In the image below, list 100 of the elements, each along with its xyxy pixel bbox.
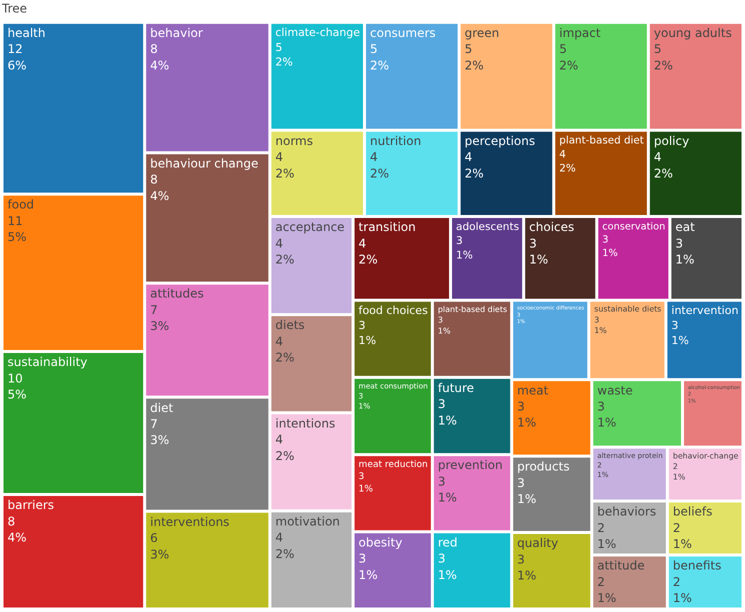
text: 1% (438, 490, 457, 505)
category-label: acceptance (275, 220, 345, 234)
text: 1% (672, 591, 692, 606)
category-label: impact (559, 26, 601, 40)
category-label: diet (150, 400, 174, 415)
category-label: products (517, 460, 570, 474)
text: 2% (275, 448, 294, 463)
text: 1% (675, 252, 694, 267)
data-label: 4 (275, 150, 284, 164)
data-label: 5 (559, 42, 567, 56)
category-label: benefits (672, 558, 722, 573)
data-label: 8 (8, 514, 16, 528)
category-label: motivation (275, 514, 340, 528)
text: 1% (671, 334, 689, 347)
category-label: intentions (275, 416, 336, 430)
data-label: 5 (370, 42, 378, 56)
category-label: behaviors (597, 504, 656, 519)
data-label: 4 (370, 150, 378, 164)
text: 3% (150, 547, 170, 562)
text: 4% (150, 188, 170, 203)
category-label: behavior (150, 26, 203, 40)
text: 1% (438, 413, 457, 428)
data-label: 3 (358, 318, 366, 332)
category-label: green (464, 26, 500, 40)
category-label: prevention (438, 458, 503, 472)
data-label: 6 (150, 531, 158, 546)
category-label: intervention (671, 304, 738, 318)
text: 2% (275, 546, 294, 561)
text: 1% (529, 252, 548, 267)
category-label: eat (675, 220, 696, 234)
text: 1% (672, 537, 692, 552)
data-label: 8 (150, 172, 158, 187)
category-label: food choices (358, 304, 428, 318)
data-label: 3 (517, 476, 525, 490)
category-label: transition (358, 220, 416, 234)
category-label: barriers (8, 498, 54, 512)
data-label: 4 (275, 432, 284, 447)
text: 1% (597, 591, 616, 606)
category-label: quality (517, 536, 558, 550)
category-label: beliefs (672, 504, 712, 519)
text: 2% (559, 58, 578, 72)
text: 1% (602, 248, 618, 259)
category-label: plant-based diet (559, 134, 644, 147)
category-label: norms (275, 134, 313, 148)
text: Tree (1, 1, 28, 16)
category-label: obesity (358, 535, 402, 550)
category-label: red (438, 535, 458, 550)
data-label: 3 (358, 552, 366, 566)
data-label: 7 (150, 302, 158, 317)
category-label: consumers (370, 26, 436, 40)
text: 1% (517, 492, 536, 506)
category-label: interventions (150, 514, 230, 529)
data-label: 3 (517, 399, 525, 414)
category-label: waste (597, 383, 633, 398)
text: 2% (654, 166, 673, 180)
category-label: young adults (654, 26, 732, 40)
text: 2% (275, 56, 293, 69)
category-label: behaviour change (150, 156, 258, 170)
text: 1% (358, 484, 374, 494)
text: 3% (150, 319, 170, 334)
text: 5% (8, 387, 27, 402)
data-label: 3 (358, 472, 365, 482)
data-label: 3 (675, 236, 684, 250)
category-label: future (438, 381, 474, 396)
data-label: 3 (602, 234, 608, 246)
text: 3% (150, 433, 170, 448)
text: 2% (559, 162, 576, 175)
text: 4% (150, 58, 170, 72)
category-label: attitudes (150, 286, 204, 301)
data-label: 4 (559, 148, 566, 161)
text: 1% (517, 416, 536, 430)
text: 1% (597, 537, 616, 552)
text: 1% (438, 568, 457, 582)
data-label: 3 (438, 474, 446, 488)
data-label: 11 (8, 214, 23, 228)
text: 2% (464, 58, 484, 72)
category-label: perceptions (464, 134, 536, 148)
category-label: nutrition (370, 134, 422, 148)
data-label: 2 (597, 574, 605, 589)
text: 1% (358, 568, 378, 582)
data-label: 4 (275, 530, 284, 545)
data-label: 10 (8, 371, 23, 386)
text: 5% (8, 230, 27, 244)
data-label: 7 (150, 416, 158, 431)
text: 2% (275, 166, 294, 180)
data-label: 4 (654, 150, 662, 164)
text: 1% (597, 416, 616, 430)
category-label: attitude (597, 558, 645, 573)
text: 6% (8, 58, 27, 72)
data-label: 4 (275, 236, 284, 250)
data-label: 2 (672, 574, 681, 589)
data-label: 3 (671, 318, 678, 332)
category-label: food (8, 198, 34, 212)
text: 1% (456, 249, 473, 262)
data-label: 8 (150, 42, 158, 56)
category-label: meat (517, 383, 549, 398)
data-label: 4 (464, 150, 472, 164)
text: 1% (358, 334, 376, 347)
data-label: 3 (597, 399, 605, 414)
data-label: 3 (438, 552, 446, 566)
